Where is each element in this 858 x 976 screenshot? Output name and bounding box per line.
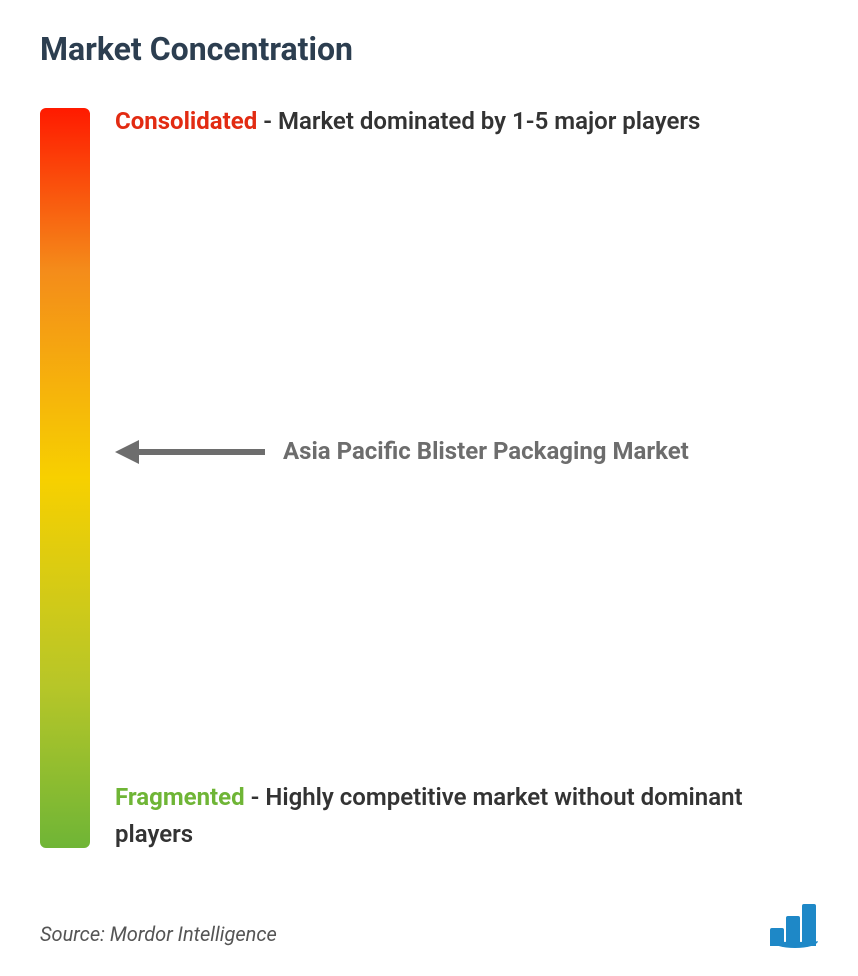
concentration-gradient-bar <box>40 108 90 848</box>
fragmented-keyword: Fragmented <box>115 783 245 811</box>
market-name: Asia Pacific Blister Packaging Market <box>283 433 808 470</box>
mordor-logo-icon <box>770 904 818 946</box>
fragmented-label: Fragmented - Highly competitive market w… <box>115 779 808 853</box>
footer: Source: Mordor Intelligence <box>40 904 818 946</box>
consolidated-label: Consolidated - Market dominated by 1-5 m… <box>115 103 808 140</box>
consolidated-description: - Market dominated by 1-5 major players <box>263 107 700 135</box>
consolidated-keyword: Consolidated <box>115 107 257 135</box>
chart-area: Consolidated - Market dominated by 1-5 m… <box>40 108 818 848</box>
labels-column: Consolidated - Market dominated by 1-5 m… <box>115 108 818 848</box>
chart-title: Market Concentration <box>40 30 818 68</box>
arrow-left-icon <box>115 437 265 467</box>
market-position-label: Asia Pacific Blister Packaging Market <box>115 433 808 470</box>
source-attribution: Source: Mordor Intelligence <box>40 922 277 946</box>
